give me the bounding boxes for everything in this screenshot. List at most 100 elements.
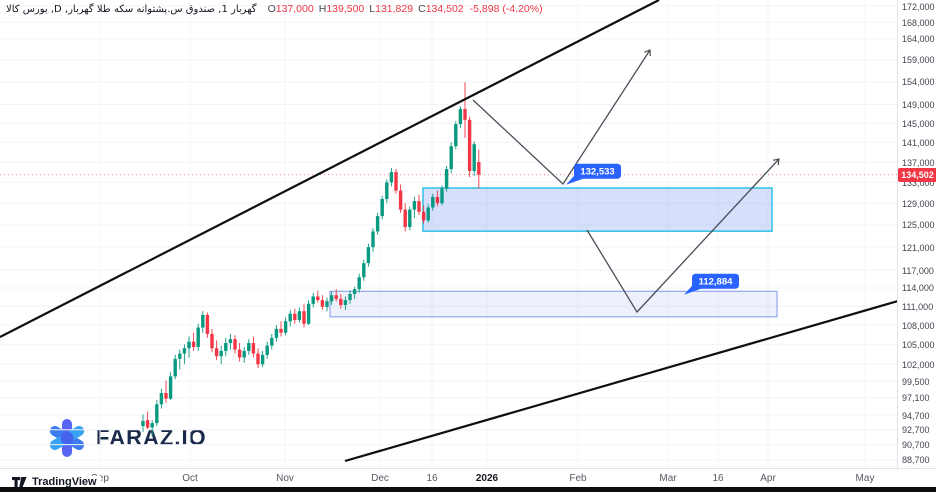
candle	[394, 169, 398, 194]
candle	[325, 297, 329, 312]
projection-arrow-2[interactable]	[586, 158, 780, 314]
y-axis-tick: 117,000	[902, 265, 934, 276]
x-axis-tick[interactable]: Apr	[760, 473, 776, 484]
y-axis-tick: 125,000	[902, 220, 935, 231]
y-axis-tick: 94,700	[902, 410, 930, 421]
candle	[362, 259, 366, 281]
candle	[224, 337, 228, 357]
candle	[366, 243, 371, 267]
x-axis-tick[interactable]: 16	[712, 473, 724, 484]
candle	[398, 184, 403, 213]
candle	[283, 317, 288, 336]
y-axis-tick: 105,000	[902, 339, 935, 350]
y-axis-tick: 172,000	[902, 1, 935, 12]
candle	[417, 194, 421, 216]
candle	[150, 420, 154, 437]
candle	[228, 333, 233, 350]
x-axis-tick[interactable]: 16	[426, 473, 438, 484]
candle	[279, 321, 283, 337]
y-axis-tick: 145,000	[902, 118, 935, 129]
candle	[256, 348, 260, 369]
candle	[343, 296, 348, 310]
x-axis-tick[interactable]: May	[855, 473, 875, 484]
candle	[141, 414, 145, 432]
y-axis-tick: 108,000	[902, 320, 935, 331]
candle	[467, 116, 472, 178]
y-axis-tick: 111,000	[902, 301, 934, 312]
x-axis-tick[interactable]: Feb	[569, 473, 587, 484]
tradingview-logo-icon	[12, 476, 27, 487]
y-axis-tick: 121,000	[902, 242, 935, 253]
low-value: 131,829	[375, 3, 414, 15]
lower-trendline[interactable]	[344, 290, 897, 463]
candle	[288, 309, 292, 327]
chart-pane[interactable]: 132,533 112,884	[0, 0, 897, 468]
candle	[408, 206, 412, 231]
candle	[306, 300, 311, 326]
candle	[316, 290, 320, 303]
symbol-title[interactable]: گهربار 1, صندوق س.پشتوانه سکه طلا گهربار…	[6, 4, 257, 15]
y-axis-tick: 92,700	[902, 425, 930, 436]
candle	[210, 328, 214, 353]
faraz-logo-icon	[49, 419, 85, 457]
symbol-legend[interactable]: گهربار 1, صندوق س.پشتوانه سکه طلا گهربار…	[6, 3, 543, 15]
candle	[311, 292, 315, 308]
candle	[201, 311, 205, 333]
price-label-badge[interactable]: 112,884	[684, 273, 739, 295]
y-axis-tick: 164,000	[902, 34, 935, 45]
candle	[293, 308, 297, 324]
watermark-text: FARAZ.IO	[96, 425, 207, 450]
candle	[191, 332, 196, 351]
candlesticks	[141, 82, 481, 437]
candle	[251, 336, 256, 358]
candle	[389, 168, 394, 187]
y-axis-tick: 129,000	[902, 198, 935, 209]
candle	[233, 335, 237, 354]
x-axis-tick[interactable]: 2026	[475, 473, 499, 484]
y-axis-tick: 97,100	[902, 393, 930, 404]
projection-arrow-1[interactable]	[472, 49, 651, 186]
y-axis-tick: 114,000	[902, 283, 934, 294]
candle	[348, 290, 352, 304]
attribution-text: TradingView	[32, 476, 97, 488]
y-axis-tick: 137,000	[902, 157, 935, 168]
candle	[155, 400, 159, 427]
high-value: 139,500	[326, 3, 365, 15]
y-axis-tick: 159,000	[902, 55, 935, 66]
grid	[0, 0, 897, 468]
candle	[385, 179, 389, 204]
svg-text:132,533: 132,533	[580, 167, 614, 178]
supply-zone-rectangle[interactable]	[422, 187, 773, 232]
candle	[205, 312, 210, 338]
candle	[242, 346, 246, 363]
candle	[237, 343, 242, 362]
candle	[219, 345, 223, 365]
low-label: L	[369, 3, 376, 15]
x-axis-tick[interactable]: Dec	[371, 473, 389, 484]
candle	[329, 291, 334, 306]
candle	[412, 196, 417, 219]
candle	[265, 341, 269, 359]
candle	[178, 349, 182, 370]
tradingview-attribution[interactable]: TradingView	[8, 476, 101, 488]
x-axis-tick[interactable]: Mar	[659, 473, 677, 484]
candle	[472, 141, 476, 177]
candle	[173, 354, 177, 380]
candle	[182, 344, 187, 365]
candle	[357, 273, 361, 293]
change-value: -5,898 (-4.20%)	[469, 3, 543, 15]
x-axis-tick[interactable]: Nov	[276, 473, 294, 484]
upper-trendline[interactable]	[0, 0, 660, 338]
price-axis[interactable]: 172,000 168,000 164,000 159,000 154,000 149,0…	[897, 0, 936, 468]
x-axis-tick[interactable]: Oct	[182, 473, 198, 484]
candle	[260, 350, 265, 367]
candle	[458, 106, 463, 128]
demand-zone-rectangle[interactable]	[329, 290, 778, 318]
candle	[477, 149, 481, 189]
svg-text:112,884: 112,884	[699, 277, 734, 288]
candle	[297, 307, 302, 323]
candle	[159, 388, 164, 409]
candle	[380, 195, 384, 220]
time-axis[interactable]: SepOctNovDec162026FebMar16AprMay	[0, 468, 936, 488]
price-label-badge[interactable]: 132,533	[566, 163, 621, 185]
